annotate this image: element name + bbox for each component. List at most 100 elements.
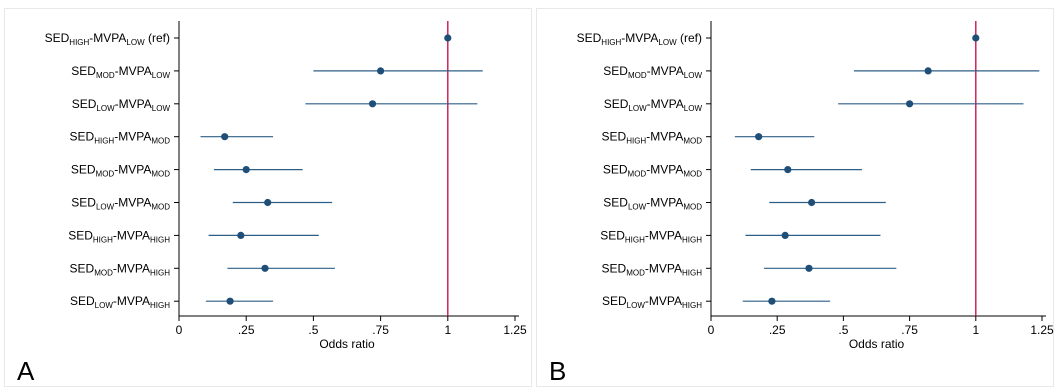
label-text: -MVPA bbox=[113, 294, 150, 308]
label-subscript: HIGH bbox=[625, 235, 645, 244]
x-tick-label: .5 bbox=[838, 323, 848, 337]
x-tick-label: .75 bbox=[372, 323, 389, 337]
y-tick-label: SEDLOW-MVPALOW bbox=[72, 97, 171, 113]
label-text: SED bbox=[70, 261, 95, 275]
label-text: SED bbox=[68, 228, 93, 242]
x-tick-label: .75 bbox=[901, 323, 918, 337]
label-text: SED bbox=[71, 64, 96, 78]
label-text: SED bbox=[603, 163, 628, 177]
x-tick-label: .25 bbox=[238, 323, 255, 337]
y-tick-label: SEDHIGH-MVPALOW (ref) bbox=[577, 31, 702, 47]
label-subscript: HIGH bbox=[94, 137, 114, 146]
label-subscript: MOD bbox=[626, 268, 645, 277]
label-subscript: HIGH bbox=[150, 268, 170, 277]
label-text: (ref) bbox=[677, 31, 702, 45]
y-tick-label: SEDMOD-MVPAMOD bbox=[603, 163, 702, 179]
label-text: (ref) bbox=[145, 31, 170, 45]
label-subscript: MOD bbox=[683, 203, 702, 212]
label-subscript: MOD bbox=[151, 137, 170, 146]
x-tick-label: .5 bbox=[308, 323, 318, 337]
label-text: -MVPA bbox=[113, 228, 150, 242]
label-subscript: LOW bbox=[658, 38, 677, 47]
estimate-point-a-5 bbox=[264, 198, 272, 207]
label-text: -MVPA bbox=[114, 196, 151, 210]
y-tick-label: SEDLOW-MVPAMOD bbox=[71, 196, 170, 212]
panel-b: 0 .25 .5 .75 1 1.25 Odds ratio SEDHIGH-MVPALOW … bbox=[536, 8, 1054, 387]
label-text: -MVPA bbox=[114, 130, 151, 144]
estimate-point-a-0 bbox=[444, 34, 452, 42]
label-subscript: MOD bbox=[628, 170, 647, 179]
label-text: SED bbox=[603, 196, 628, 210]
label-text: -MVPA bbox=[645, 294, 682, 308]
label-subscript: LOW bbox=[684, 104, 703, 113]
label-subscript: LOW bbox=[96, 203, 115, 212]
label-text: SED bbox=[603, 64, 628, 78]
label-text: SED bbox=[602, 130, 627, 144]
label-subscript: MOD bbox=[96, 71, 115, 80]
estimate-point-b-8 bbox=[768, 297, 776, 305]
label-subscript: MOD bbox=[628, 71, 647, 80]
x-tick-label: 0 bbox=[708, 323, 715, 337]
estimate-point-a-4 bbox=[242, 166, 250, 174]
y-tick-label: SEDMOD-MVPALOW bbox=[603, 64, 702, 80]
label-subscript: HIGH bbox=[682, 235, 702, 244]
estimate-point-b-1 bbox=[924, 67, 932, 75]
estimate-point-a-8 bbox=[226, 297, 234, 305]
label-subscript: LOW bbox=[126, 38, 145, 47]
estimate-point-b-0 bbox=[972, 34, 980, 42]
label-text: -MVPA bbox=[114, 163, 151, 177]
y-tick-label: SEDMOD-MVPALOW bbox=[71, 64, 170, 80]
estimate-point-a-6 bbox=[237, 231, 245, 239]
y-tick-label: SEDLOW-MVPAHIGH bbox=[602, 294, 702, 310]
estimate-point-b-4 bbox=[784, 166, 792, 174]
y-tick-label: SEDLOW-MVPAHIGH bbox=[70, 294, 170, 310]
x-tick-label: .25 bbox=[769, 323, 786, 337]
label-subscript: HIGH bbox=[601, 38, 621, 47]
y-tick-label: SEDHIGH-MVPAHIGH bbox=[600, 228, 702, 244]
y-tick-label: SEDHIGH-MVPALOW (ref) bbox=[45, 31, 170, 47]
label-text: SED bbox=[45, 31, 70, 45]
label-subscript: LOW bbox=[684, 71, 703, 80]
label-text: SED bbox=[577, 31, 602, 45]
label-subscript: LOW bbox=[96, 104, 115, 113]
y-tick-label: SEDMOD-MVPAHIGH bbox=[70, 261, 171, 277]
label-text: -MVPA bbox=[647, 64, 684, 78]
label-text: -MVPA bbox=[646, 163, 683, 177]
label-text: SED bbox=[602, 294, 627, 308]
label-subscript: HIGH bbox=[150, 301, 170, 310]
estimate-point-b-2 bbox=[906, 100, 914, 108]
label-subscript: MOD bbox=[683, 137, 702, 146]
label-text: -MVPA bbox=[115, 97, 152, 111]
estimate-point-a-2 bbox=[368, 100, 377, 108]
y-tick-label: SEDHIGH-MVPAMOD bbox=[602, 130, 703, 146]
label-subscript: MOD bbox=[151, 203, 170, 212]
label-text: SED bbox=[71, 163, 96, 177]
x-tick-label: 0 bbox=[176, 323, 183, 337]
x-tick-label: 1 bbox=[972, 323, 979, 337]
label-subscript: HIGH bbox=[682, 301, 702, 310]
label-text: SED bbox=[602, 261, 627, 275]
x-tick-label: 1.25 bbox=[1030, 323, 1054, 337]
estimate-point-b-5 bbox=[808, 198, 816, 207]
estimate-point-a-7 bbox=[261, 264, 269, 272]
y-tick-label: SEDMOD-MVPAHIGH bbox=[602, 261, 703, 277]
forest-plot-a: 0 .25 .5 .75 1 1.25 Odds ratio SEDHIGH-MVPALOW … bbox=[45, 21, 527, 351]
y-tick-label: SEDLOW-MVPAMOD bbox=[603, 196, 702, 212]
label-text: SED bbox=[600, 228, 625, 242]
label-text: -MVPA bbox=[646, 130, 683, 144]
label-text: -MVPA bbox=[89, 31, 126, 45]
label-text: SED bbox=[70, 294, 95, 308]
panel-a: 0 .25 .5 .75 1 1.25 Odds ratio SEDHIGH-MVPALOW … bbox=[4, 8, 532, 387]
label-text: SED bbox=[72, 97, 97, 111]
label-subscript: HIGH bbox=[150, 235, 170, 244]
label-text: -MVPA bbox=[647, 97, 684, 111]
label-subscript: HIGH bbox=[682, 268, 702, 277]
label-subscript: LOW bbox=[152, 104, 171, 113]
x-tick-label: 1.25 bbox=[503, 323, 527, 337]
label-subscript: LOW bbox=[628, 104, 647, 113]
x-tick-label: 1 bbox=[444, 323, 451, 337]
y-tick-label: SEDMOD-MVPAMOD bbox=[71, 163, 170, 179]
label-subscript: HIGH bbox=[626, 137, 646, 146]
estimate-point-b-7 bbox=[805, 264, 813, 272]
label-subscript: MOD bbox=[94, 268, 113, 277]
